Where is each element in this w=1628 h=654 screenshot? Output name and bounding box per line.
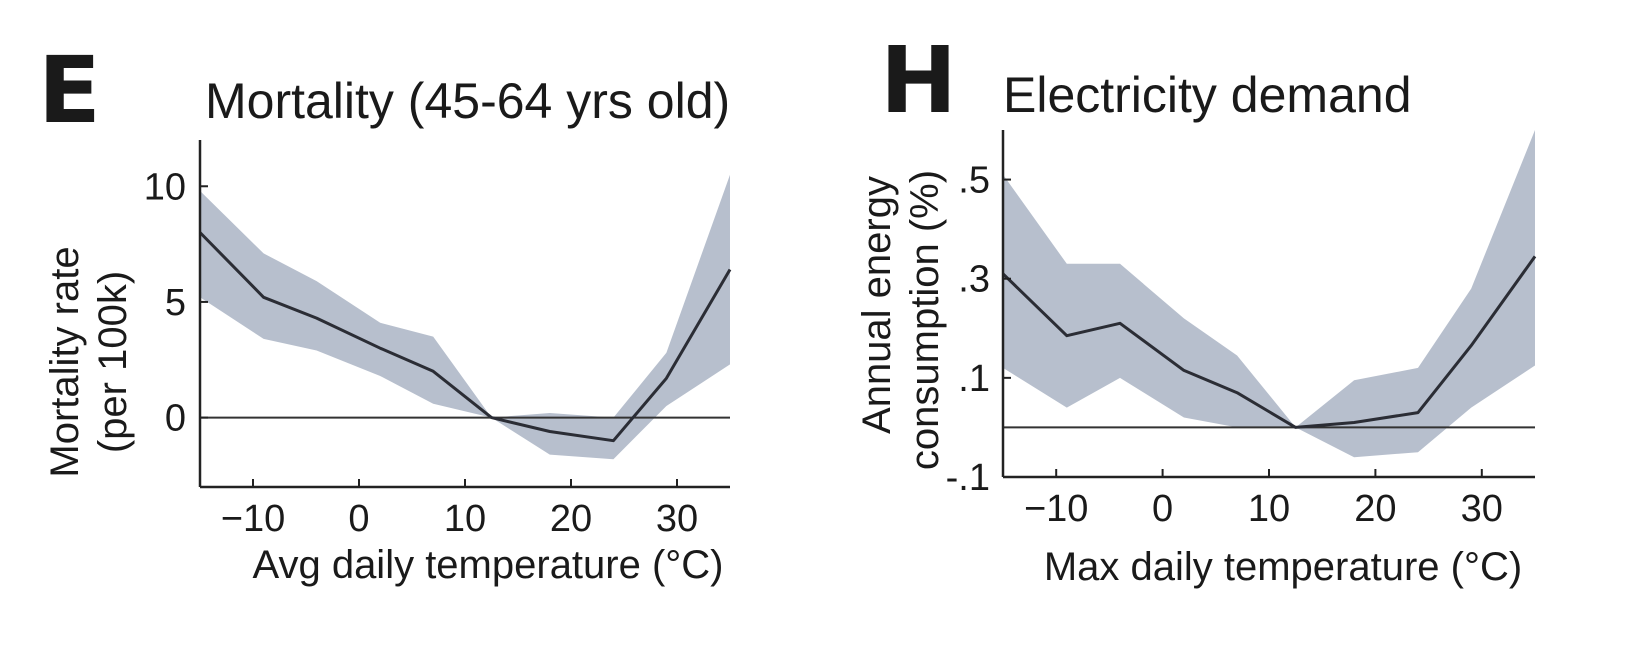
plot-area: −10 0 10 20 30 0 5 10: [144, 140, 732, 540]
x-tick-label: 10: [444, 498, 486, 540]
y-tick-label: .3: [958, 259, 990, 301]
x-tick-label: 0: [1152, 488, 1173, 530]
y-tick-label: 10: [144, 166, 186, 208]
y-tick-label: -.1: [946, 457, 990, 499]
panel-letter: H: [880, 27, 957, 134]
x-tick-label: −10: [1024, 488, 1088, 530]
series-line: [198, 231, 732, 443]
series-line: [1001, 255, 1537, 429]
y-tick-label: .5: [958, 160, 990, 202]
chart-title: Mortality (45-64 yrs old): [205, 73, 730, 129]
confidence-band: [200, 174, 730, 460]
x-axis-label: Max daily temperature (°C): [1044, 545, 1522, 589]
y-axis-label: Mortality rate: [43, 246, 87, 477]
y-axis-label: Annual energy: [855, 176, 899, 434]
y-tick-label: 5: [165, 282, 186, 324]
x-tick-label: 10: [1248, 488, 1290, 530]
confidence-band: [1003, 130, 1535, 458]
x-tick-label: 30: [656, 498, 698, 540]
panel-letter: E: [38, 37, 101, 144]
chart-panel-electricity: H Electricity demand −10 0 10 20 30 -.1 .1 .3 .5…: [855, 27, 1537, 589]
x-tick-label: 30: [1461, 488, 1503, 530]
y-axis-label-secondary: (per 100k): [91, 271, 135, 453]
x-tick-label: 20: [1354, 488, 1396, 530]
chart-panel-mortality: E Mortality (45-64 yrs old) −10 0 10 20 30 0 5…: [38, 37, 732, 587]
y-tick-label: .1: [958, 358, 990, 400]
x-tick-label: 20: [550, 498, 592, 540]
x-tick-label: 0: [348, 498, 369, 540]
plot-area: −10 0 10 20 30 -.1 .1 .3 .5: [946, 130, 1537, 530]
x-tick-label: −10: [221, 498, 285, 540]
y-axis-label-secondary: consumption (%): [903, 170, 947, 470]
x-axis-label: Avg daily temperature (°C): [253, 543, 724, 587]
chart-title: Electricity demand: [1003, 67, 1412, 123]
y-tick-label: 0: [165, 398, 186, 440]
